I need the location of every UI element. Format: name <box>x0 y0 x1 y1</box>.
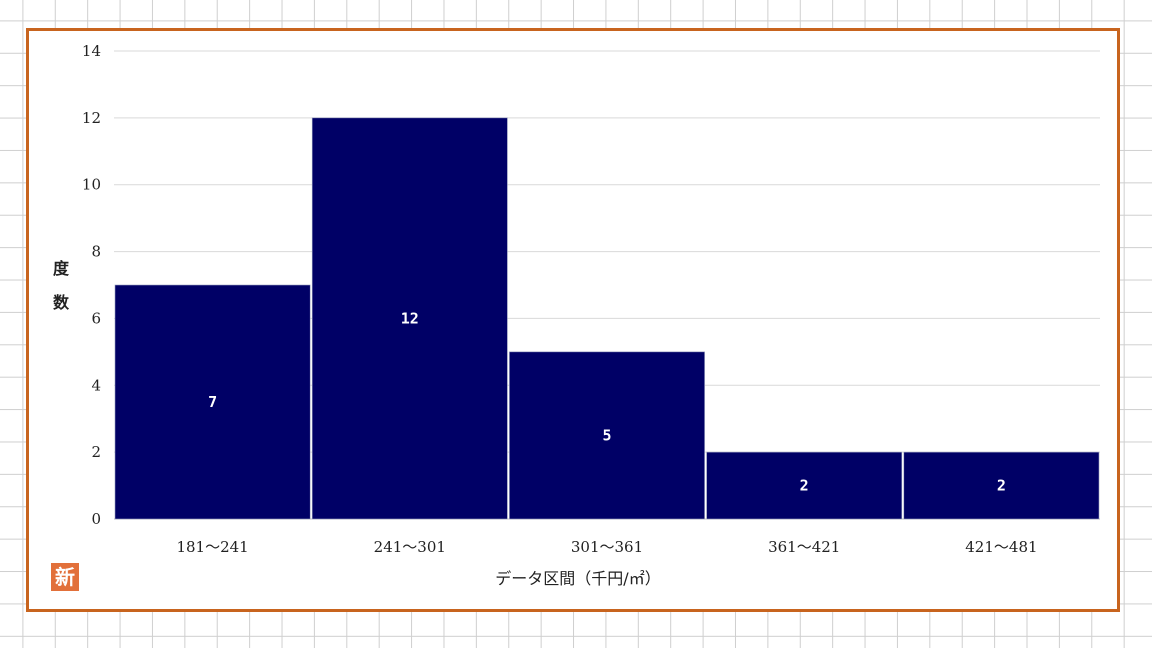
y-axis-title-char: 数 <box>53 293 70 312</box>
y-tick-label: 12 <box>82 109 101 127</box>
y-tick-label: 6 <box>91 309 101 327</box>
histogram-chart: 0 2 4 6 8 10 12 14 181～241 241～301 301～361 361～421… <box>53 42 1100 588</box>
chart-frame: 0 2 4 6 8 10 12 14 181～241 241～301 301～361 361～421… <box>26 28 1120 612</box>
y-tick-label: 8 <box>91 243 101 261</box>
x-tick-label: 361～421 <box>768 538 840 556</box>
bar <box>509 351 705 520</box>
bar <box>706 451 903 520</box>
y-axis-title: 度数 <box>53 259 70 312</box>
data-label: 2 <box>997 477 1006 495</box>
x-tick-labels: 181～241 241～301 301～361 361～421 421～481 <box>176 538 1037 556</box>
x-tick-label: 241～301 <box>374 538 446 556</box>
bar <box>311 117 508 520</box>
y-tick-label: 2 <box>91 443 101 461</box>
bar <box>114 284 311 520</box>
x-tick-label: 301～361 <box>571 538 643 556</box>
data-label: 2 <box>800 477 809 495</box>
y-tick-label: 4 <box>91 376 101 394</box>
bar <box>903 451 1100 520</box>
y-axis-title-char: 度 <box>53 259 70 278</box>
y-tick-label: 0 <box>91 510 101 528</box>
x-axis-title: データ区間（千円/㎡） <box>495 569 660 588</box>
data-labels: 7 12 5 2 2 <box>208 309 1006 494</box>
data-label: 12 <box>401 309 419 327</box>
data-label: 7 <box>208 393 217 411</box>
y-tick-labels: 0 2 4 6 8 10 12 14 <box>82 42 101 528</box>
y-tick-label: 14 <box>82 42 101 60</box>
new-badge-icon: 新 <box>51 563 79 591</box>
data-label: 5 <box>602 426 611 444</box>
x-tick-label: 421～481 <box>965 538 1037 556</box>
x-tick-label: 181～241 <box>176 538 248 556</box>
y-tick-label: 10 <box>82 176 101 194</box>
bars <box>114 117 1100 520</box>
